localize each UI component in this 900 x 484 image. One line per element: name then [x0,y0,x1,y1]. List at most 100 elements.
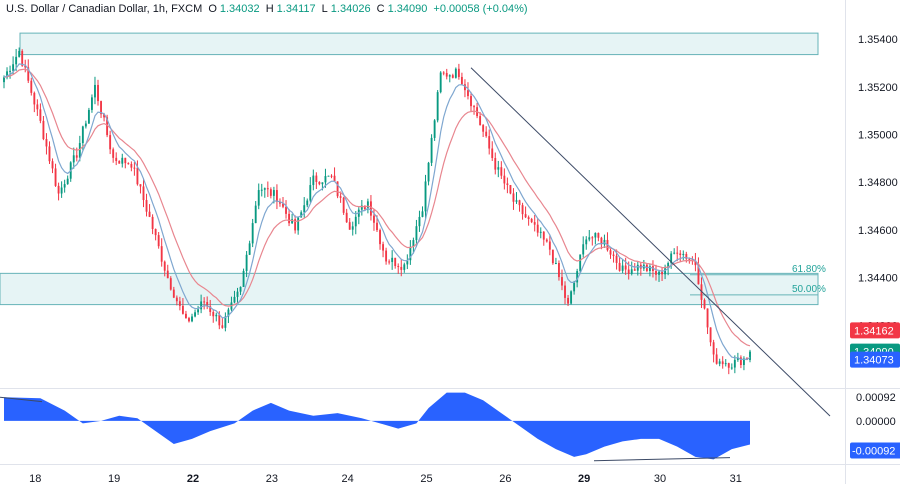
candle [275,190,278,202]
candle [482,125,485,132]
candle [206,302,209,307]
candle [136,167,139,185]
candle [94,84,96,98]
open-label: O [208,3,217,15]
candle [315,175,318,182]
candle [433,120,436,138]
candle [254,205,257,224]
candle [12,64,15,71]
candle [467,90,469,97]
candle [233,296,236,303]
candle [351,226,354,230]
candle [448,75,451,77]
candle [30,80,33,93]
candle [200,301,203,310]
candle [736,357,739,360]
candle [269,189,272,196]
candle [709,327,712,343]
high-label: H [265,3,274,15]
candle [312,175,315,186]
candle [366,201,369,210]
candle [391,257,394,262]
candle [66,178,69,185]
time-tick-label: 31 [730,473,742,484]
candle [615,255,618,263]
candle [679,253,682,256]
candle [3,77,5,83]
candle [160,246,163,262]
candle [400,266,403,270]
price-badge-label: 1.34073 [854,355,894,367]
time-tick-label: 19 [108,473,120,484]
candle [24,65,27,68]
candle [418,216,421,227]
price-badge [850,351,900,368]
candle [409,246,412,261]
candle [406,260,409,265]
candle [670,253,673,264]
time-tick-label: 23 [266,473,278,484]
time-tick-label: 24 [342,473,354,484]
candle [163,261,166,271]
support-zone [0,272,819,306]
candle [127,163,130,165]
candle [579,254,582,272]
fib-level-label: 50.00% [792,284,826,295]
candle [464,84,466,91]
candle [266,188,269,190]
candle [573,282,576,292]
candle [78,143,81,158]
candle [309,185,312,201]
candle [706,308,709,328]
candle [194,312,196,317]
candle [570,291,573,304]
candle [403,264,406,270]
candle [181,305,184,314]
candle [457,68,460,77]
candle [103,114,106,118]
candle [633,269,636,271]
candle [33,92,36,105]
candle [360,205,363,210]
candle [530,219,533,223]
candle [561,277,563,286]
candle [121,157,124,164]
candle [148,211,151,217]
candle [172,289,175,298]
candle [175,297,178,302]
candle [291,219,294,224]
candle [330,175,333,177]
candle [260,189,263,191]
price-badge [850,322,900,339]
candle [688,258,691,260]
candle [124,157,127,164]
candle [54,168,57,186]
candle [6,71,8,78]
candle [603,239,606,245]
candle [536,224,539,233]
candle [718,361,721,364]
candle [558,263,560,278]
oscillator-tick-label: 0.00000 [856,416,896,428]
candle [212,311,215,317]
candle [18,50,21,57]
candle [685,253,688,259]
candle [721,361,724,365]
candle [661,271,663,275]
candle [339,196,342,198]
candle [673,252,676,254]
candle [412,240,415,247]
candle [106,117,109,136]
candle [664,268,667,275]
candle [272,190,275,196]
candle [51,161,54,169]
candle [303,205,306,213]
candle [479,116,482,126]
time-tick-label: 30 [654,473,666,484]
time-tick-label: 18 [29,473,41,484]
candle [157,235,160,247]
candle [9,70,12,72]
time-tick-label: 22 [187,473,199,484]
candle [415,226,418,241]
